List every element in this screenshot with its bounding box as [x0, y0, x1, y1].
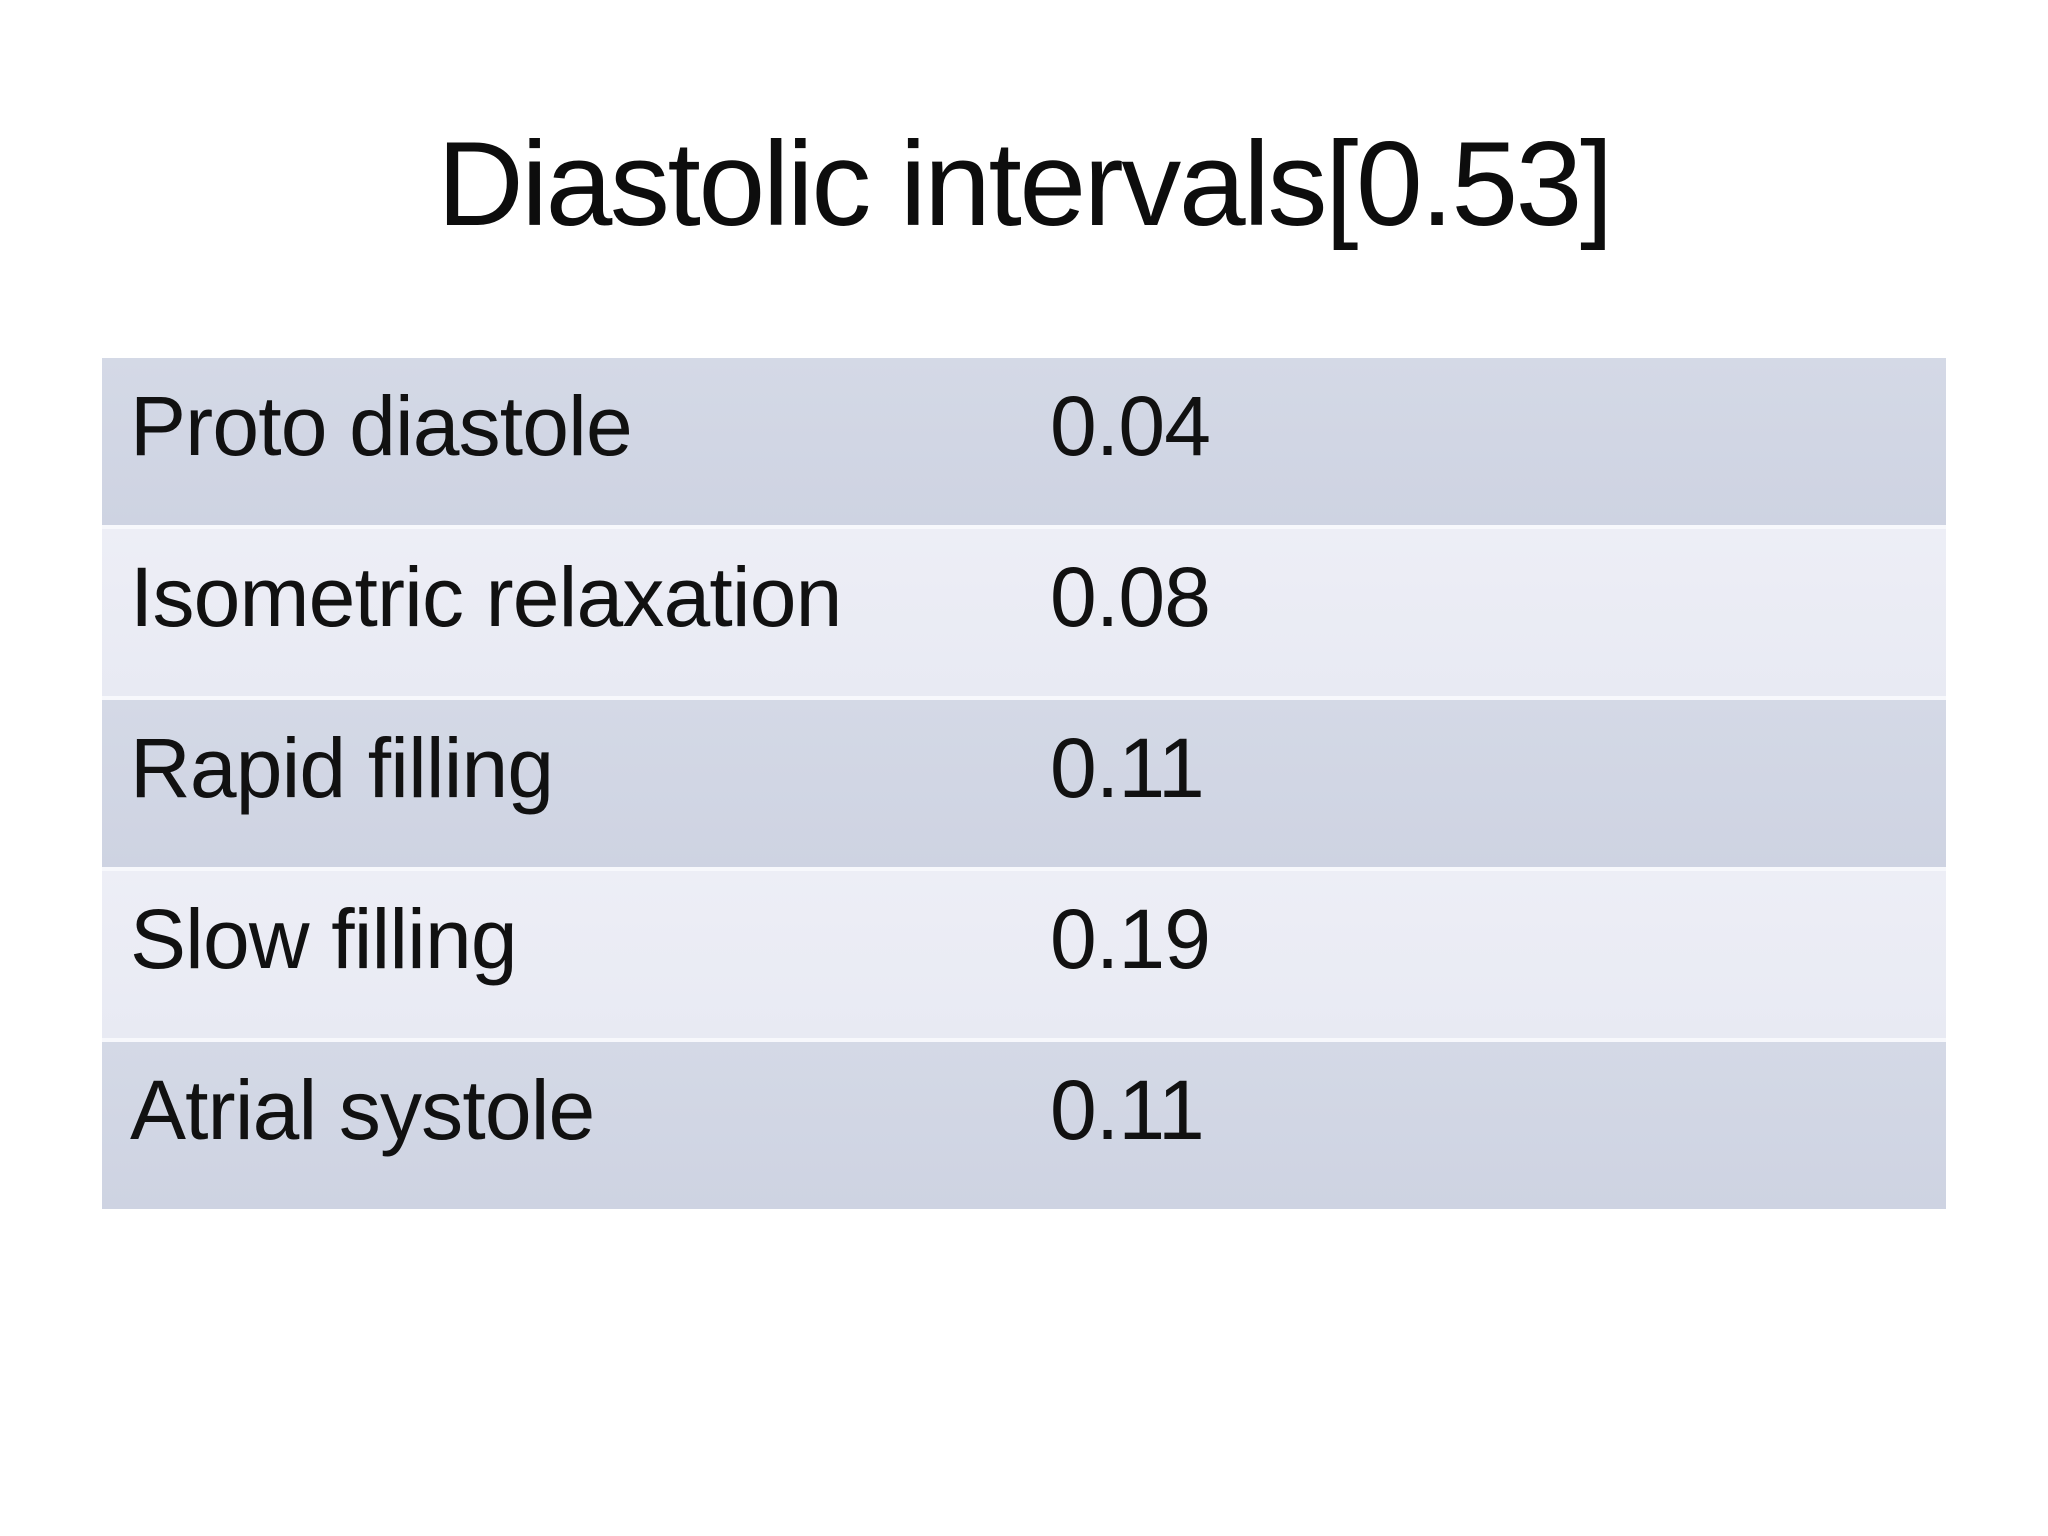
interval-name-cell: Slow filling	[130, 892, 518, 986]
interval-name-cell: Atrial systole	[130, 1063, 595, 1157]
interval-value-cell: 0.04	[1050, 379, 1211, 473]
table-row: Slow filling 0.19	[102, 871, 1946, 1042]
table-row: Proto diastole 0.04	[102, 358, 1946, 529]
table-row: Rapid filling 0.11	[102, 700, 1946, 871]
interval-value-cell: 0.11	[1050, 1063, 1205, 1157]
interval-value-cell: 0.11	[1050, 721, 1205, 815]
diastolic-intervals-table: Proto diastole 0.04 Isometric relaxation…	[102, 358, 1946, 1209]
interval-name-cell: Rapid filling	[130, 721, 554, 815]
table-row: Atrial systole 0.11	[102, 1042, 1946, 1209]
interval-name-cell: Proto diastole	[130, 379, 633, 473]
interval-name-cell: Isometric relaxation	[130, 550, 842, 644]
interval-value-cell: 0.08	[1050, 550, 1211, 644]
slide-title: Diastolic intervals[0.53]	[437, 117, 1613, 251]
table-row: Isometric relaxation 0.08	[102, 529, 1946, 700]
interval-value-cell: 0.19	[1050, 892, 1211, 986]
